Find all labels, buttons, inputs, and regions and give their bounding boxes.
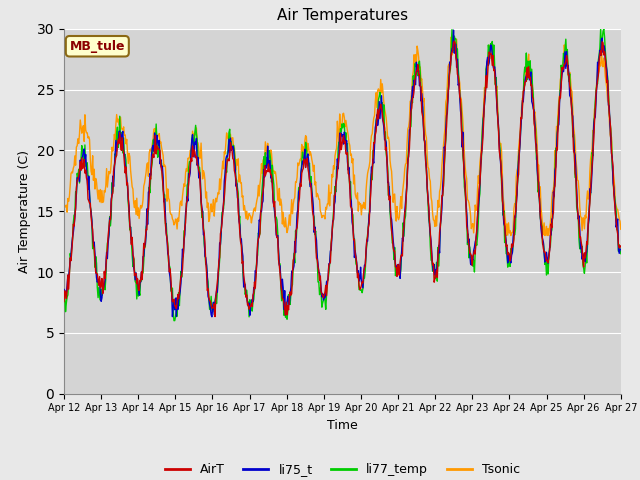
Tsonic xyxy=(617,227,625,232)
Tsonic xyxy=(502,233,510,239)
li77_temp xyxy=(127,239,135,244)
Tsonic xyxy=(70,163,78,169)
li77_temp xyxy=(214,278,222,284)
Title: Air Temperatures: Air Temperatures xyxy=(277,9,408,24)
AirT xyxy=(617,244,625,250)
li75_t xyxy=(60,287,68,292)
Tsonic xyxy=(184,156,192,161)
li77_temp xyxy=(411,61,419,67)
AirT xyxy=(70,223,78,229)
AirT xyxy=(127,241,135,247)
AirT xyxy=(184,188,192,194)
Y-axis label: Air Temperature (C): Air Temperature (C) xyxy=(18,150,31,273)
Tsonic xyxy=(127,175,135,181)
li75_t xyxy=(411,80,419,86)
Tsonic xyxy=(450,34,458,40)
Tsonic xyxy=(214,194,221,200)
li77_temp xyxy=(60,296,68,301)
li77_temp xyxy=(597,26,605,32)
Tsonic xyxy=(60,204,68,209)
Line: Tsonic: Tsonic xyxy=(64,37,621,236)
AirT xyxy=(60,299,68,304)
li75_t xyxy=(428,238,435,244)
AirT xyxy=(451,38,458,44)
AirT xyxy=(214,272,222,277)
li77_temp xyxy=(428,257,435,263)
Line: AirT: AirT xyxy=(64,41,621,317)
li75_t xyxy=(127,240,135,246)
li77_temp xyxy=(170,318,178,324)
Line: li75_t: li75_t xyxy=(64,30,621,317)
li75_t xyxy=(617,247,625,252)
li77_temp xyxy=(617,251,625,256)
li77_temp xyxy=(185,164,193,170)
AirT xyxy=(428,244,435,250)
li75_t xyxy=(208,314,216,320)
Line: li77_temp: li77_temp xyxy=(64,29,621,321)
Text: MB_tule: MB_tule xyxy=(70,40,125,53)
AirT xyxy=(211,314,219,320)
AirT xyxy=(411,78,419,84)
Tsonic xyxy=(410,52,418,58)
li75_t xyxy=(70,223,78,229)
Tsonic xyxy=(426,179,434,184)
li75_t xyxy=(214,271,222,277)
X-axis label: Time: Time xyxy=(327,419,358,432)
li77_temp xyxy=(70,212,78,218)
Legend: AirT, li75_t, li77_temp, Tsonic: AirT, li75_t, li77_temp, Tsonic xyxy=(160,458,525,480)
li75_t xyxy=(450,27,458,33)
li75_t xyxy=(184,198,192,204)
